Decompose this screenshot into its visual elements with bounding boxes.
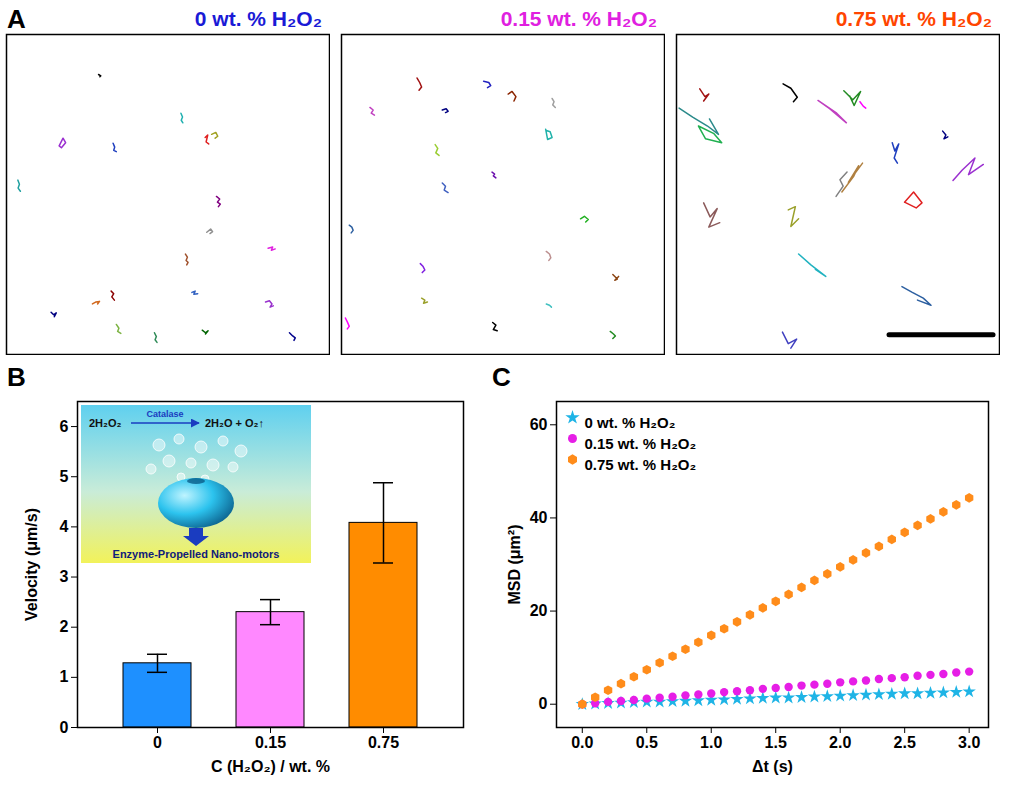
svg-text:2H₂O₂: 2H₂O₂ [89,417,122,429]
svg-text:2H₂O + O₂↑: 2H₂O + O₂↑ [205,417,264,429]
html-text:0.75 wt. % H₂O₂: 0.75 wt. % H₂O₂ [835,7,992,30]
svg-text:1.5: 1.5 [765,734,787,751]
svg-text:3: 3 [60,568,69,585]
svg-text:C (H₂O₂) / wt. %: C (H₂O₂) / wt. % [211,758,330,775]
svg-text:0.75 wt. % H₂O₂: 0.75 wt. % H₂O₂ [585,456,697,473]
svg-text:0.15: 0.15 [255,734,286,751]
svg-text:6: 6 [60,418,69,435]
svg-text:0: 0 [539,695,548,712]
svg-text:0.5: 0.5 [636,734,658,751]
svg-text:2.5: 2.5 [894,734,916,751]
svg-text:3.0: 3.0 [958,734,980,751]
svg-text:2.0: 2.0 [829,734,851,751]
html-text:0 wt. % H₂O₂: 0 wt. % H₂O₂ [194,7,322,30]
svg-text:20: 20 [530,602,548,619]
svg-text:Enzyme-Propelled Nano-motors: Enzyme-Propelled Nano-motors [113,548,280,560]
html-text:A: A [7,4,26,34]
svg-text:4: 4 [60,518,69,535]
svg-text:1: 1 [60,668,69,685]
svg-text:0: 0 [153,734,162,751]
html-text:0.15 wt. % H₂O₂: 0.15 wt. % H₂O₂ [500,7,657,30]
svg-text:0.0: 0.0 [571,734,593,751]
svg-text:Catalase: Catalase [146,409,183,419]
svg-text:2: 2 [60,618,69,635]
svg-text:60: 60 [530,416,548,433]
svg-text:0.15 wt. % H₂O₂: 0.15 wt. % H₂O₂ [585,435,697,452]
html-text:C: C [492,362,511,392]
svg-text:0.75: 0.75 [368,734,399,751]
html-text:B: B [7,362,26,392]
svg-text:1.0: 1.0 [700,734,722,751]
svg-text:Δt (s): Δt (s) [752,758,793,775]
svg-text:5: 5 [60,468,69,485]
svg-text:40: 40 [530,509,548,526]
svg-text:MSD (μm²): MSD (μm²) [506,525,523,605]
svg-text:0 wt. % H₂O₂: 0 wt. % H₂O₂ [585,414,676,431]
svg-text:Velocity (μm/s): Velocity (μm/s) [23,508,40,621]
svg-text:0: 0 [60,719,69,736]
